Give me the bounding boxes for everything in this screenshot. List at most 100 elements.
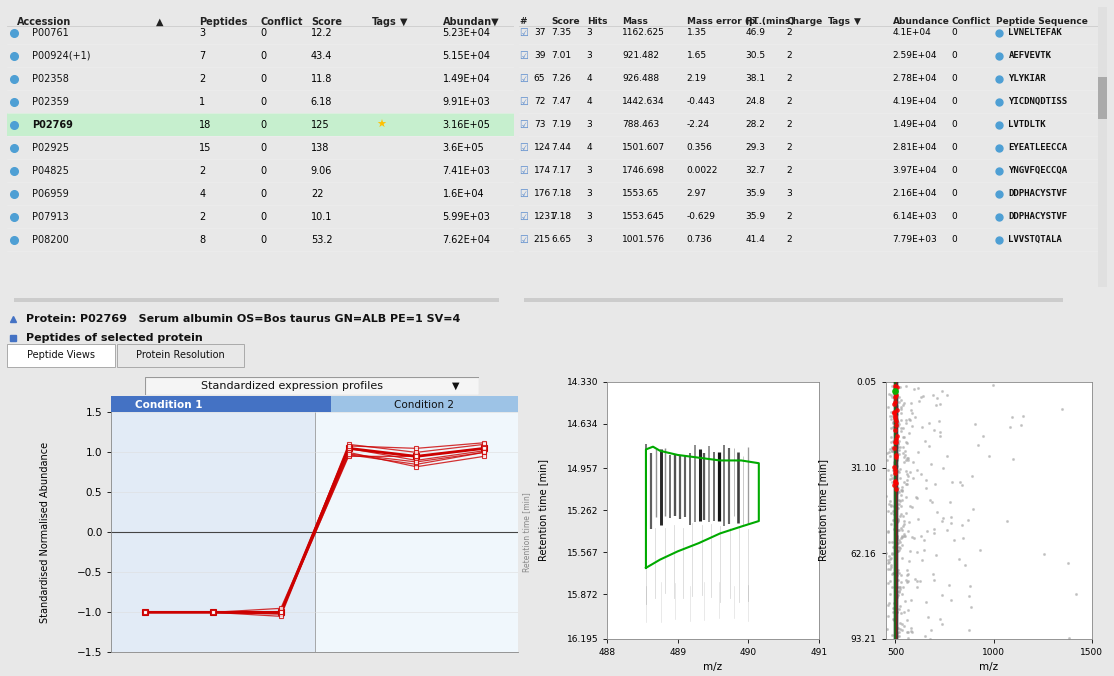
Point xyxy=(886,411,903,422)
Point xyxy=(899,471,917,482)
Point xyxy=(883,391,901,402)
Point xyxy=(938,525,956,535)
Text: 2.16E+04: 2.16E+04 xyxy=(892,189,937,198)
Point xyxy=(892,570,910,581)
Point xyxy=(896,531,913,541)
Text: ▼: ▼ xyxy=(400,17,407,26)
Text: 7: 7 xyxy=(199,51,206,61)
Point xyxy=(890,445,908,456)
Point xyxy=(888,631,906,642)
Point xyxy=(896,518,913,529)
Point xyxy=(900,517,918,528)
Text: ☑: ☑ xyxy=(519,97,528,107)
Point xyxy=(881,450,899,461)
Point xyxy=(890,565,908,576)
Point xyxy=(888,455,906,466)
Point xyxy=(881,411,899,422)
Point xyxy=(888,461,906,472)
Text: Conflict: Conflict xyxy=(260,17,303,26)
Point xyxy=(916,535,934,546)
Text: 0: 0 xyxy=(951,120,957,129)
Text: EYEATLEECCA: EYEATLEECCA xyxy=(1008,143,1067,152)
Point xyxy=(887,602,905,613)
Text: 7.35: 7.35 xyxy=(551,28,571,37)
Text: 7.41E+03: 7.41E+03 xyxy=(442,166,490,176)
Text: 11.8: 11.8 xyxy=(311,74,332,84)
Text: 3: 3 xyxy=(587,212,593,221)
Text: -0.443: -0.443 xyxy=(686,97,715,106)
Text: YICDNQDTISS: YICDNQDTISS xyxy=(1008,97,1067,106)
Point xyxy=(891,533,909,544)
Text: 6.65: 6.65 xyxy=(551,235,571,244)
Point xyxy=(925,389,942,400)
Point xyxy=(908,464,926,475)
Point xyxy=(892,500,910,511)
Point xyxy=(888,408,906,419)
Point xyxy=(887,529,905,539)
Text: 1.6E+04: 1.6E+04 xyxy=(442,189,485,199)
Point xyxy=(906,532,924,543)
Point xyxy=(952,519,970,530)
Point xyxy=(896,606,913,617)
Point xyxy=(880,563,898,574)
Point xyxy=(880,597,898,608)
Point xyxy=(917,631,935,642)
Text: ▲: ▲ xyxy=(156,17,164,26)
Text: Mass error (p...: Mass error (p... xyxy=(686,17,765,26)
Point xyxy=(887,416,905,427)
Point xyxy=(896,621,913,632)
Text: 1.49E+04: 1.49E+04 xyxy=(442,74,490,84)
Point xyxy=(886,598,903,608)
Text: 0: 0 xyxy=(951,212,957,221)
Point xyxy=(927,400,945,411)
Point xyxy=(887,450,905,460)
Point xyxy=(889,537,907,548)
Point xyxy=(896,529,913,539)
Point xyxy=(1000,422,1018,433)
X-axis label: m/z: m/z xyxy=(979,662,998,673)
Point xyxy=(882,422,900,433)
Text: 7.79E+03: 7.79E+03 xyxy=(892,235,937,244)
Point xyxy=(887,476,905,487)
Point xyxy=(887,425,905,436)
Text: P06959: P06959 xyxy=(32,189,69,199)
Bar xyxy=(117,344,244,367)
Point xyxy=(887,625,905,635)
Point xyxy=(881,553,899,564)
Point xyxy=(877,491,895,502)
Point xyxy=(919,612,937,623)
Point xyxy=(886,404,903,415)
Point xyxy=(918,525,936,536)
Point xyxy=(879,610,897,621)
Text: 0: 0 xyxy=(951,235,957,244)
Point xyxy=(890,585,908,596)
Point xyxy=(883,477,901,487)
Point xyxy=(883,581,901,592)
Point xyxy=(886,392,903,403)
Point xyxy=(879,465,897,476)
Text: 7.17: 7.17 xyxy=(551,166,571,175)
Point xyxy=(934,385,951,396)
Point xyxy=(893,531,911,541)
Text: Protein Resolution: Protein Resolution xyxy=(136,350,225,360)
Point xyxy=(941,594,959,605)
Point xyxy=(887,483,905,494)
Point xyxy=(897,381,915,391)
Text: 0: 0 xyxy=(951,189,957,198)
Point xyxy=(891,583,909,594)
Point xyxy=(962,602,980,612)
Point xyxy=(882,552,900,563)
Point xyxy=(887,416,905,427)
Bar xyxy=(7,344,115,367)
Text: ☑: ☑ xyxy=(519,74,528,84)
Point xyxy=(882,406,900,417)
Text: 4: 4 xyxy=(199,189,205,199)
Point xyxy=(890,535,908,546)
Point xyxy=(927,550,945,560)
Point xyxy=(899,453,917,464)
Point xyxy=(942,512,960,523)
Text: 24.8: 24.8 xyxy=(745,97,765,106)
Point xyxy=(886,421,903,432)
Point xyxy=(892,494,910,505)
Point xyxy=(885,462,902,473)
